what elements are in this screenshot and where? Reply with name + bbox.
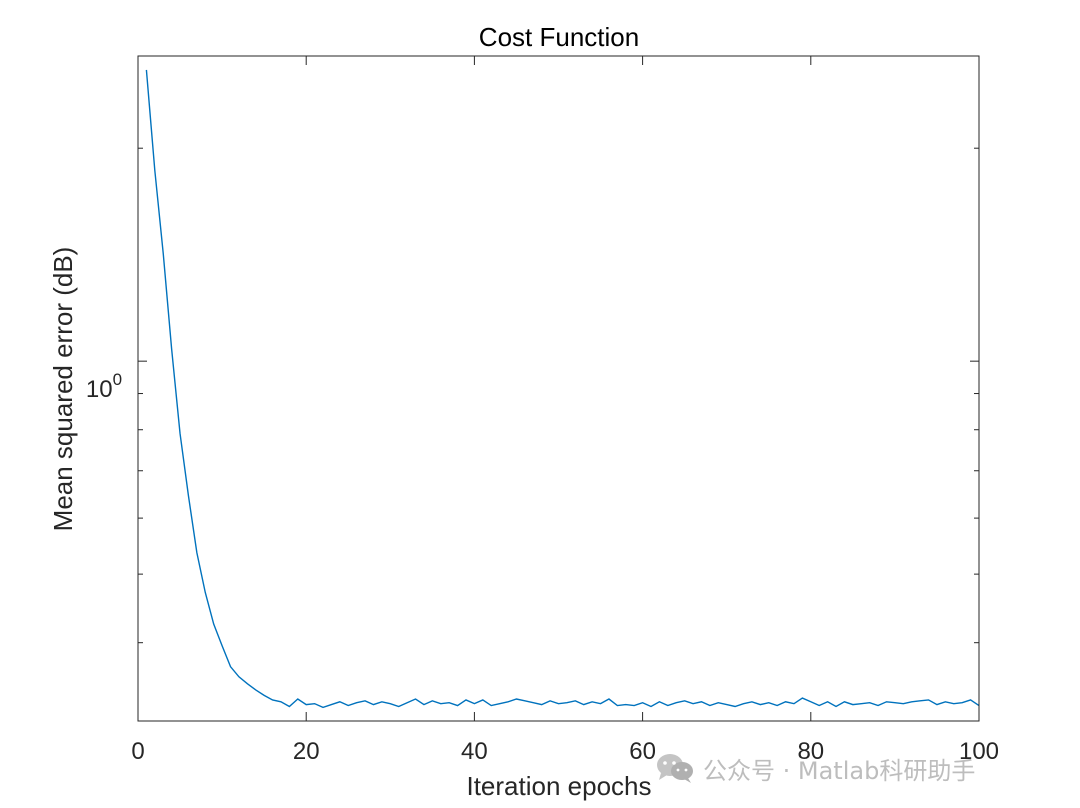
x-tick-label: 80 (797, 738, 824, 765)
watermark-text: 公众号 · Matlab科研助手 (703, 756, 976, 785)
axes-box (137, 55, 980, 722)
y-tick-label: 100 (86, 370, 122, 403)
x-tick-label: 20 (293, 738, 320, 765)
plot-area (137, 55, 980, 722)
x-tick-label: 60 (629, 738, 656, 765)
x-tick-label: 100 (959, 738, 999, 765)
x-tick-label: 40 (461, 738, 488, 765)
x-axis-label: Iteration epochs (466, 771, 651, 801)
y-axis-label: Mean squared error (dB) (48, 247, 78, 532)
x-tick-label: 0 (131, 738, 144, 765)
series-line (145, 69, 979, 709)
y-axis-ticks (138, 147, 979, 644)
watermark: 公众号 · Matlab科研助手 (655, 750, 975, 786)
wechat-icon (657, 754, 693, 783)
chart-title: Cost Function (479, 22, 639, 52)
x-axis-ticks: 0 20 40 60 80 100 (131, 56, 999, 765)
